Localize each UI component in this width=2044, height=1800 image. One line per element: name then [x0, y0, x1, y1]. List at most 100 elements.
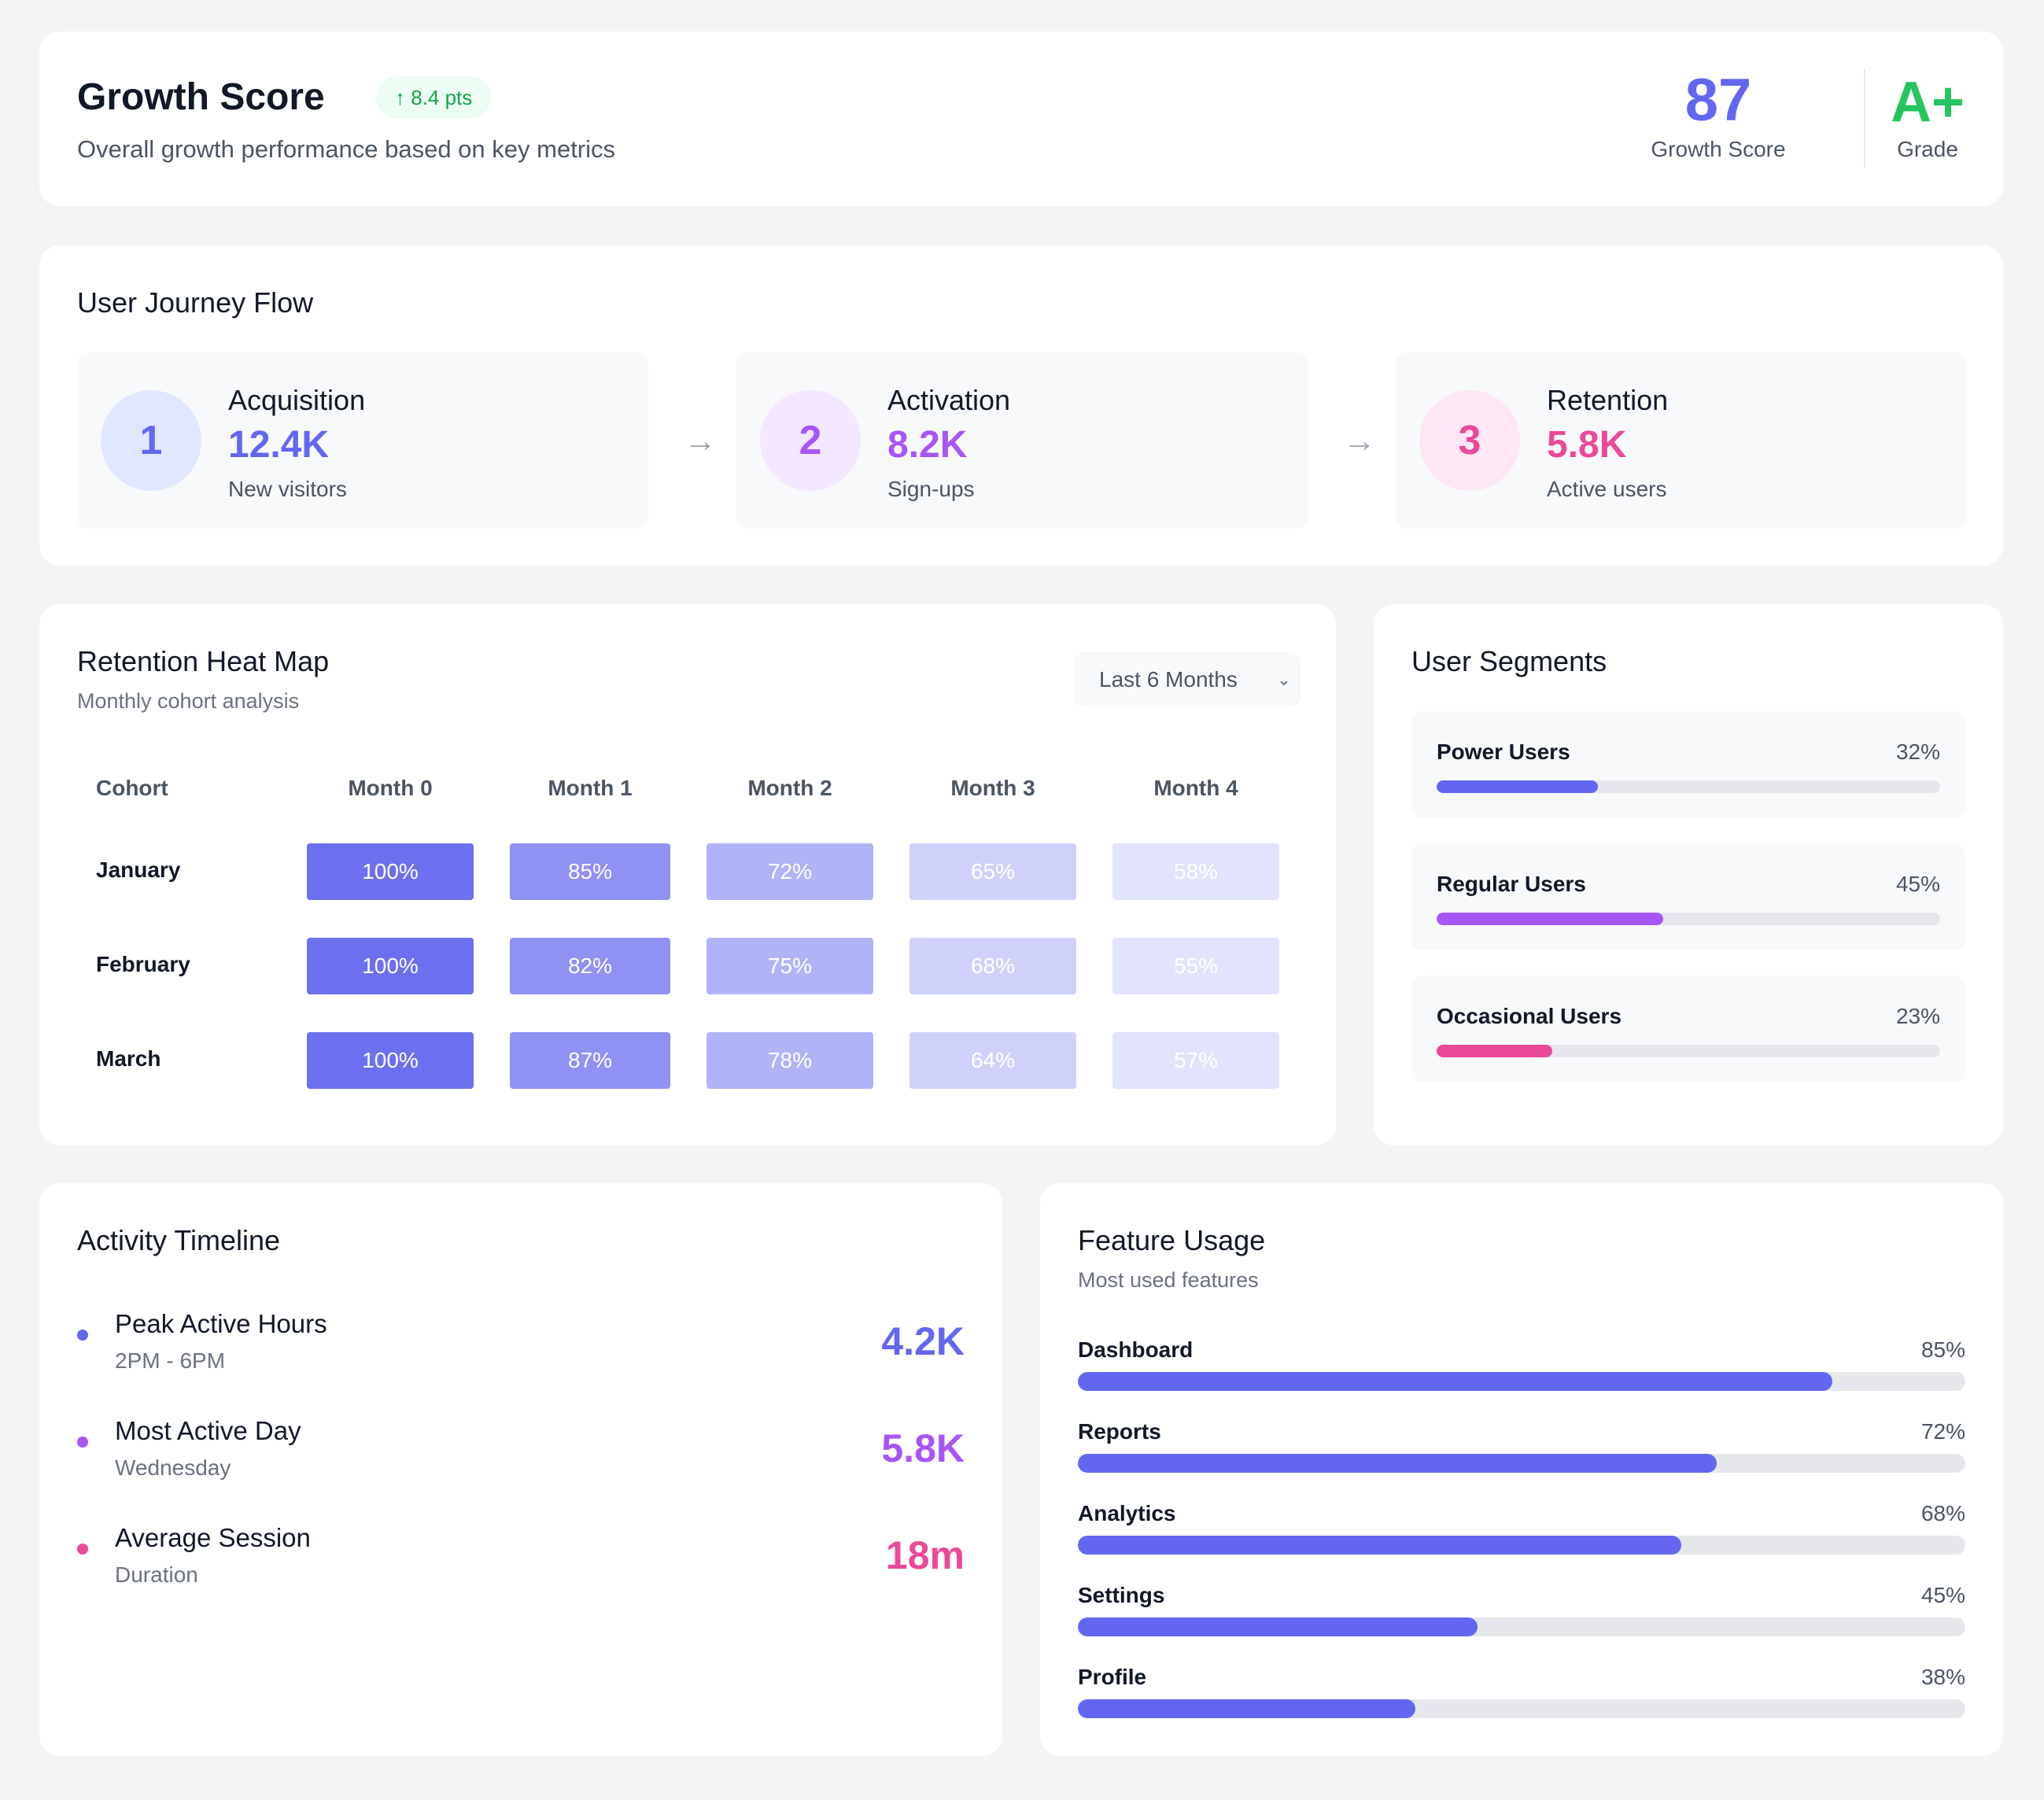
activity-item: Average Session Duration 18m	[77, 1523, 965, 1602]
feature-percent: 72%	[1920, 1419, 1965, 1444]
heatmap-cell: 100%	[307, 938, 474, 994]
heatmap-cell: 85%	[510, 843, 670, 900]
feature-name: Dashboard	[1078, 1337, 1194, 1362]
journey-step-activation: 2 Activation 8.2K Sign-ups	[736, 352, 1308, 529]
column-header: Month 1	[548, 776, 633, 800]
segment-progress-track	[1437, 1045, 1940, 1057]
segment-percent: 45%	[1895, 872, 1940, 896]
cohort-label: February	[96, 952, 190, 976]
heatmap-cell: 55%	[1112, 938, 1279, 994]
chevron-down-icon: ⌄	[1276, 669, 1291, 689]
feature-usage-card: Feature Usage Most used features Dashboa…	[1040, 1183, 2003, 1756]
feature-progress-fill	[1078, 1372, 1832, 1391]
heatmap-cell: 78%	[707, 1032, 873, 1089]
heatmap-cell: 87%	[510, 1032, 670, 1089]
user-segments-card: User Segments Power Users 32% Regular Us…	[1374, 604, 2003, 1145]
bullet-dot-icon	[77, 1544, 88, 1555]
retention-heatmap-card: Retention Heat Map Monthly cohort analys…	[39, 604, 1336, 1145]
segment-name: Power Users	[1437, 740, 1570, 764]
heatmap-cell: 75%	[707, 938, 873, 994]
features-subtitle: Most used features	[1078, 1268, 1259, 1292]
feature-name: Analytics	[1078, 1501, 1176, 1525]
step-value: 5.8K	[1547, 424, 1627, 466]
heatmap-cell: 72%	[707, 843, 873, 900]
activity-value: 4.2K	[881, 1319, 965, 1363]
step-name: Acquisition	[228, 384, 366, 416]
user-journey-card: User Journey Flow 1 Acquisition 12.4K Ne…	[39, 245, 2003, 566]
segment-progress-fill	[1437, 780, 1598, 793]
feature-row-dashboard: Dashboard 85%	[1078, 1337, 1965, 1400]
column-header: Month 0	[348, 776, 433, 800]
feature-percent: 38%	[1920, 1665, 1965, 1689]
column-header: Cohort	[96, 776, 168, 800]
growth-score-value: 87	[1684, 67, 1752, 134]
heatmap-subtitle: Monthly cohort analysis	[77, 689, 300, 713]
activity-detail: Wednesday	[115, 1455, 231, 1480]
feature-progress-track	[1078, 1699, 1965, 1718]
feature-row-analytics: Analytics 68%	[1078, 1501, 1965, 1564]
segment-name: Occasional Users	[1437, 1004, 1622, 1028]
header-divider	[1864, 69, 1865, 168]
segment-occasional-users: Occasional Users 23%	[1411, 976, 1965, 1083]
segment-power-users: Power Users 32%	[1411, 711, 1965, 818]
segment-percent: 32%	[1895, 740, 1940, 764]
feature-progress-fill	[1078, 1617, 1478, 1636]
step-label: New visitors	[228, 477, 347, 501]
step-value: 8.2K	[887, 424, 968, 466]
heatmap-cell: 65%	[909, 843, 1076, 900]
page-title: Growth Score	[77, 76, 325, 118]
cohort-label: January	[96, 858, 181, 882]
step-number: 1	[101, 390, 201, 491]
journey-step-retention: 3 Retention 5.8K Active users	[1396, 352, 1967, 529]
feature-percent: 68%	[1920, 1501, 1965, 1525]
journey-title: User Journey Flow	[77, 286, 314, 319]
grade-label: Grade	[1897, 137, 1958, 161]
features-title: Feature Usage	[1078, 1224, 1266, 1256]
feature-name: Reports	[1078, 1419, 1161, 1444]
feature-progress-fill	[1078, 1699, 1415, 1718]
feature-row-reports: Reports 72%	[1078, 1419, 1965, 1482]
period-select[interactable]: Last 6 Months ⌄	[1075, 653, 1300, 706]
period-select-value: Last 6 Months	[1099, 667, 1238, 692]
column-header: Month 3	[950, 776, 1035, 800]
feature-progress-track	[1078, 1617, 1965, 1636]
step-name: Activation	[887, 384, 1011, 416]
segment-progress-fill	[1437, 913, 1663, 925]
growth-change-badge: ↑ 8.4 pts	[376, 76, 492, 119]
activity-detail: 2PM - 6PM	[115, 1348, 226, 1373]
feature-percent: 45%	[1920, 1583, 1965, 1607]
step-label: Active users	[1547, 477, 1667, 501]
bullet-dot-icon	[77, 1437, 88, 1448]
activity-name: Most Active Day	[115, 1416, 301, 1445]
column-header: Month 2	[747, 776, 832, 800]
segment-progress-fill	[1437, 1045, 1553, 1057]
feature-row-settings: Settings 45%	[1078, 1583, 1965, 1646]
page-subtitle: Overall growth performance based on key …	[77, 135, 616, 163]
arrow-right-icon: →	[684, 422, 717, 459]
segment-progress-track	[1437, 913, 1940, 925]
feature-name: Settings	[1078, 1583, 1165, 1607]
activity-detail: Duration	[115, 1562, 198, 1587]
heatmap-cell: 64%	[909, 1032, 1076, 1089]
feature-progress-fill	[1078, 1536, 1682, 1555]
feature-progress-track	[1078, 1454, 1965, 1473]
activity-item: Peak Active Hours 2PM - 6PM 4.2K	[77, 1309, 965, 1388]
growth-score-card: Growth Score ↑ 8.4 pts Overall growth pe…	[39, 31, 2003, 206]
heatmap-cell: 57%	[1112, 1032, 1279, 1089]
activity-timeline-card: Activity Timeline Peak Active Hours 2PM …	[39, 1183, 1002, 1756]
heatmap-cell: 82%	[510, 938, 670, 994]
column-header: Month 4	[1153, 776, 1238, 800]
activity-value: 5.8K	[881, 1426, 965, 1470]
activity-name: Average Session	[115, 1523, 311, 1552]
journey-step-acquisition: 1 Acquisition 12.4K New visitors	[77, 352, 648, 529]
activity-name: Peak Active Hours	[115, 1309, 327, 1338]
feature-progress-track	[1078, 1536, 1965, 1555]
step-number: 2	[760, 390, 861, 491]
activity-value: 18m	[885, 1533, 965, 1577]
heatmap-cell: 58%	[1112, 843, 1279, 900]
heatmap-cell: 100%	[307, 1032, 474, 1089]
heatmap-cell: 68%	[909, 938, 1076, 994]
feature-percent: 85%	[1920, 1337, 1965, 1362]
growth-score-label: Growth Score	[1651, 137, 1786, 161]
segments-title: User Segments	[1411, 645, 1607, 677]
